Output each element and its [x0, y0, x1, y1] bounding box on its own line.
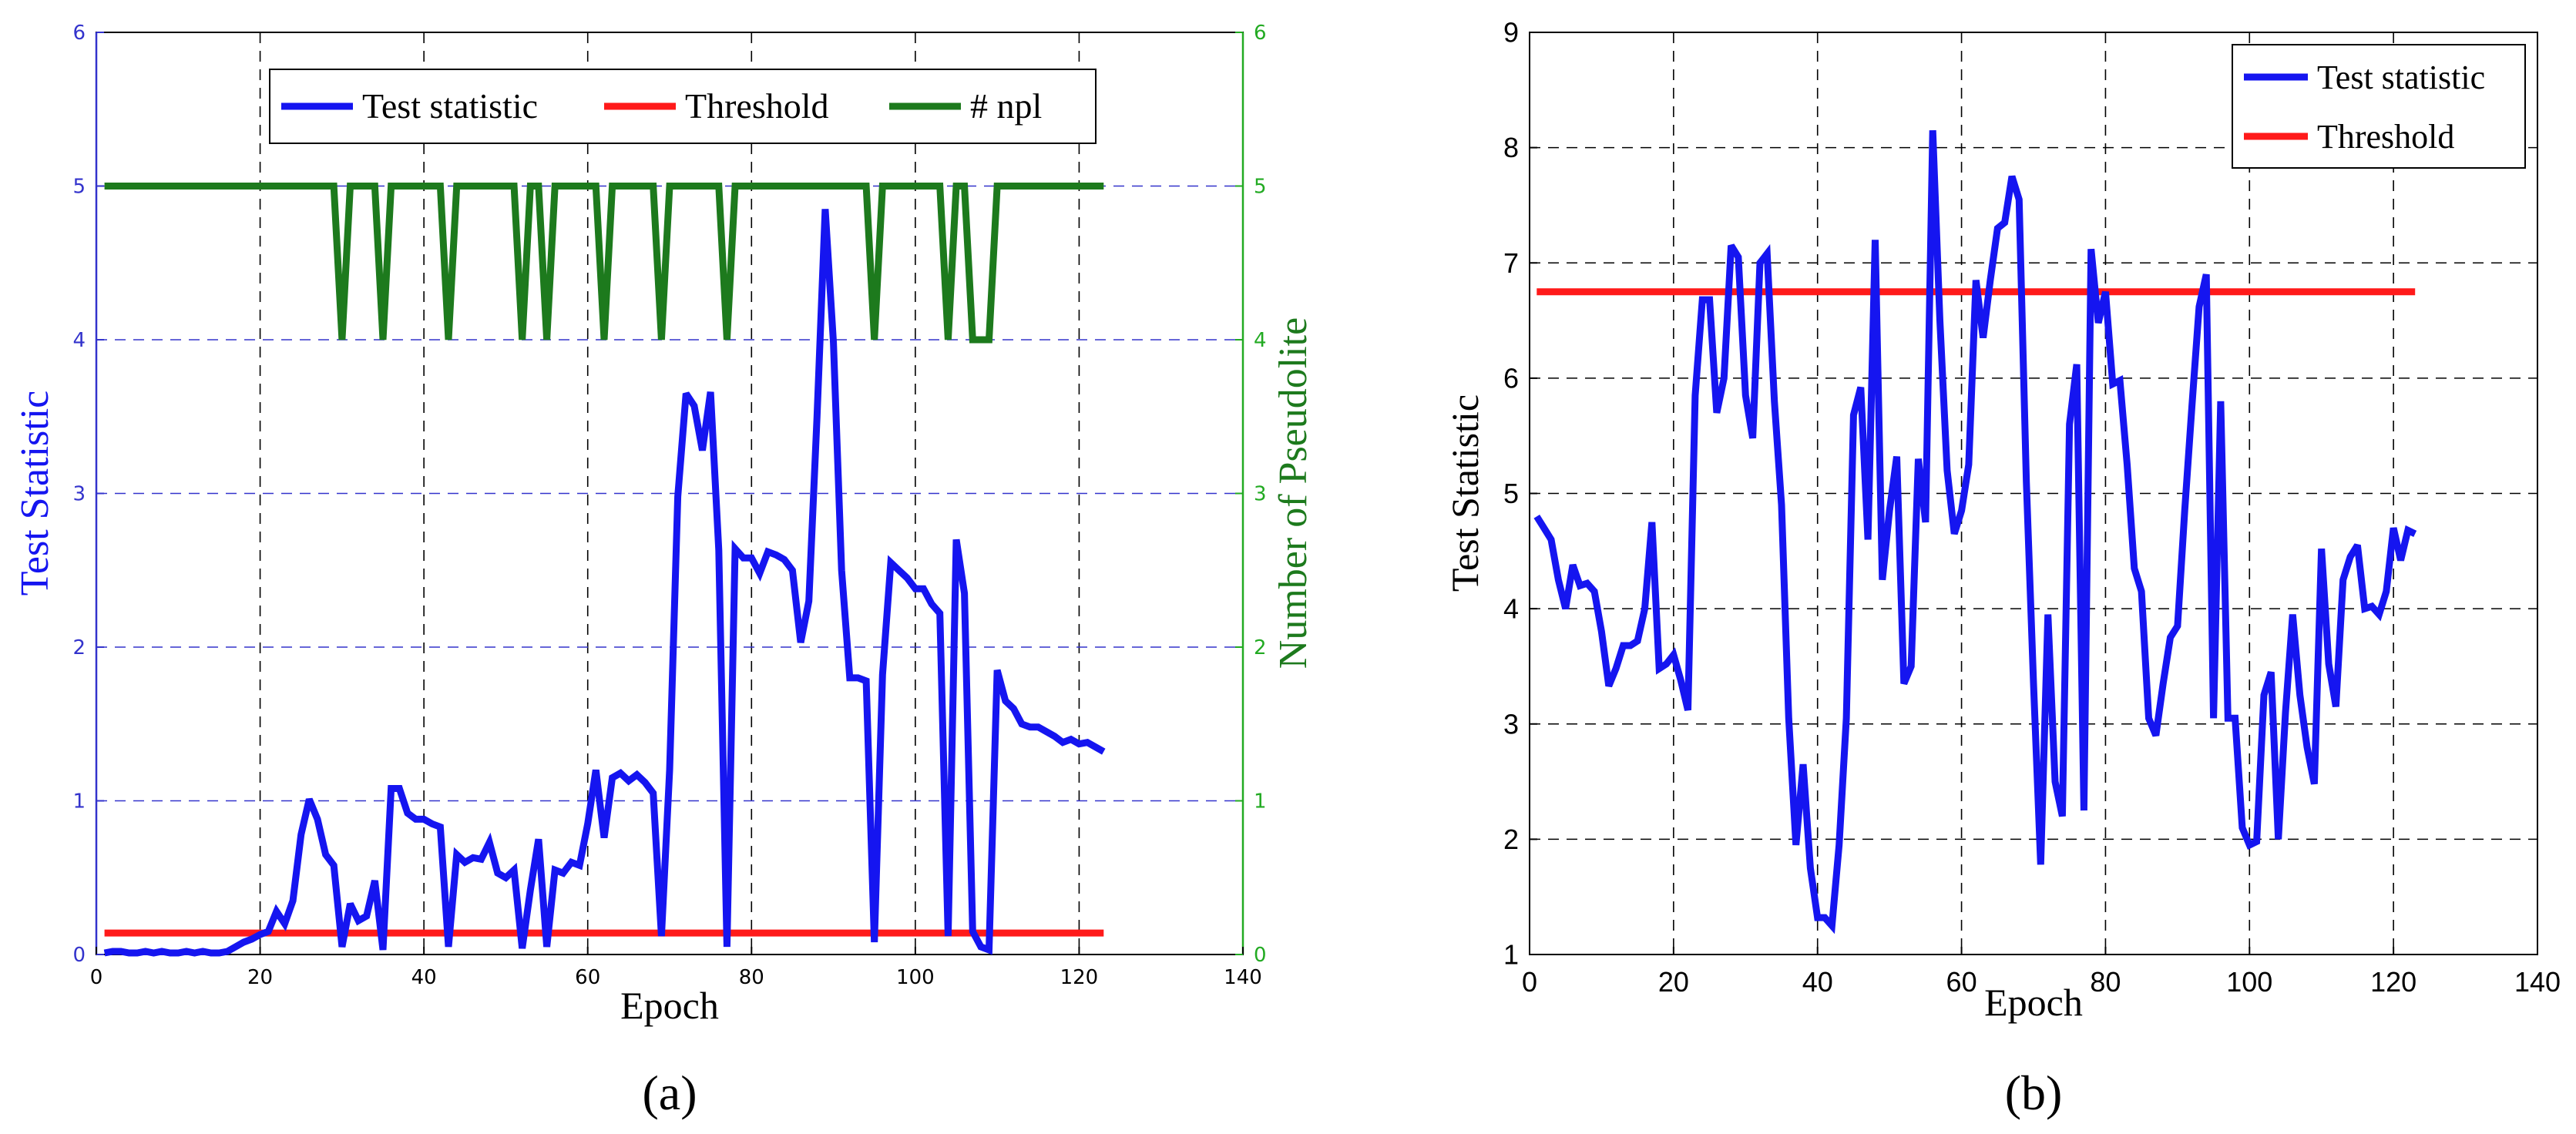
panel-b: 0 20 40 60 80 100 120 140 1 2 3 4 5 6 7 8 9 Epoch Test … [1443, 17, 2561, 1120]
panel-b-x-axis-title: Epoch [1984, 981, 2083, 1024]
x-tick-label: 60 [1946, 966, 1977, 998]
panel-a-x-axis-title: Epoch [620, 984, 719, 1027]
panel-b-series-lines [1533, 130, 2417, 934]
panel-a: 0 20 40 60 80 100 120 140 0 1 2 3 4 5 6 0 1 2 3 4 5 6 Epoch… [13, 22, 1315, 1120]
y-tick-label: 5 [1503, 478, 1519, 509]
x-tick-label: 60 [575, 966, 600, 989]
y2-tick-label: 5 [1254, 176, 1267, 199]
x-tick-label: 140 [2514, 966, 2561, 998]
y-tick-label: 5 [72, 176, 86, 199]
y2-tick-label: 3 [1254, 483, 1267, 506]
legend-label-test-statistic: Test statistic [362, 86, 538, 126]
y-tick-label: 6 [72, 22, 86, 45]
panel-a-legend: Test statistic Threshold # npl [269, 69, 1097, 144]
x-tick-label: 40 [1802, 966, 1833, 998]
x-tick-label: 40 [411, 966, 437, 989]
legend-label-npl: # npl [970, 86, 1042, 126]
y-tick-label: 0 [72, 944, 86, 967]
panel-b-legend-box [2232, 44, 2526, 169]
x-tick-label: 80 [2090, 966, 2121, 998]
y2-tick-label: 0 [1254, 944, 1267, 967]
x-tick-label: 0 [90, 966, 103, 989]
x-tick-label: 140 [1224, 966, 1262, 989]
y-tick-label: 3 [1503, 708, 1519, 740]
x-tick-label: 120 [1060, 966, 1099, 989]
legend-label-threshold: Threshold [685, 86, 829, 126]
panel-b-legend: Test statistic Threshold [2232, 44, 2526, 169]
y-tick-label: 7 [1503, 247, 1519, 279]
y-tick-label: 1 [72, 790, 86, 814]
x-tick-label: 120 [2370, 966, 2416, 998]
panel-a-y-axis-title: Test Statistic [13, 391, 57, 596]
y-tick-label: 8 [1503, 132, 1519, 163]
y2-tick-label: 6 [1254, 22, 1267, 45]
legend-label-threshold: Threshold [2317, 118, 2454, 156]
panel-b-label: (b) [2005, 1065, 2063, 1120]
y-tick-label: 6 [1503, 362, 1519, 394]
panel-b-x-tick-labels: 0 20 40 60 80 100 120 140 [1522, 947, 2561, 998]
x-tick-label: 20 [1658, 966, 1689, 998]
x-tick-label: 0 [1522, 966, 1537, 998]
legend-label-test-statistic: Test statistic [2317, 59, 2485, 96]
panel-a-y-tick-labels: 0 1 2 3 4 5 6 [72, 22, 104, 967]
y2-tick-label: 4 [1254, 329, 1267, 352]
panel-a-label: (a) [642, 1065, 697, 1120]
panel-a-series-lines [103, 183, 1106, 957]
y-tick-label: 9 [1503, 17, 1519, 49]
x-tick-label: 20 [247, 966, 273, 989]
panel-a-y2-tick-labels: 0 1 2 3 4 5 6 [1235, 22, 1267, 967]
series-line-npl [104, 183, 1104, 344]
panel-b-vertical-gridlines [1673, 32, 2394, 955]
y2-tick-label: 1 [1254, 790, 1267, 814]
x-tick-label: 100 [2226, 966, 2272, 998]
panel-b-y-axis-title: Test Statistic [1443, 394, 1486, 592]
series-line-test-statistic [1533, 130, 2417, 934]
y2-tick-label: 2 [1254, 636, 1267, 659]
y-tick-label: 3 [72, 483, 86, 506]
y-tick-label: 4 [72, 329, 86, 352]
panel-a-x-tick-labels: 0 20 40 60 80 100 120 140 [90, 947, 1262, 989]
series-line-test-statistic [103, 209, 1106, 957]
panel-b-y-tick-labels: 1 2 3 4 5 6 7 8 9 [1503, 17, 1537, 971]
panel-a-y2-axis-title: Number of Pseudolite [1271, 317, 1315, 669]
x-tick-label: 80 [739, 966, 764, 989]
y-tick-label: 2 [72, 636, 86, 659]
y-tick-label: 2 [1503, 824, 1519, 855]
y-tick-label: 1 [1503, 939, 1519, 971]
y-tick-label: 4 [1503, 593, 1519, 625]
x-tick-label: 100 [896, 966, 935, 989]
